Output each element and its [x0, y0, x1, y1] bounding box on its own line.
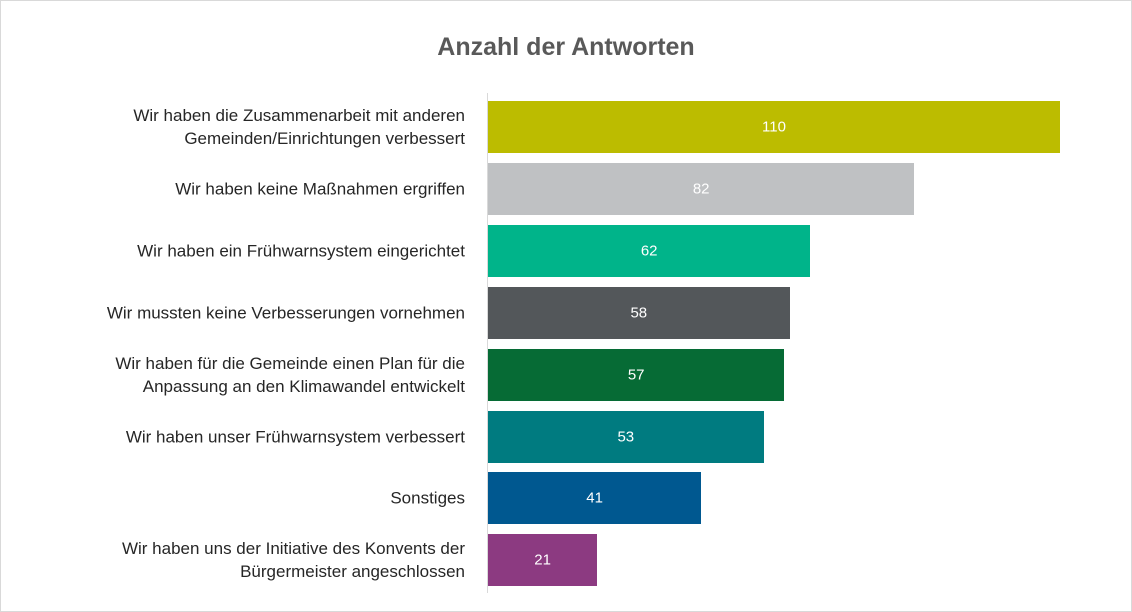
category-label: Wir haben für die Gemeinde einen Plan fü… — [115, 353, 465, 396]
value-label: 53 — [617, 428, 635, 445]
chart-title: Anzahl der Antworten — [437, 33, 695, 61]
bar — [488, 162, 915, 215]
category-label: Wir mussten keine Verbesserungen vornehm… — [106, 303, 465, 323]
bar — [488, 101, 1060, 153]
bar — [488, 348, 785, 401]
category-label: Wir haben die Zusammenarbeit mit anderen… — [133, 106, 465, 148]
category-label: Wir haben uns der Initiative des Konvent… — [121, 539, 465, 582]
bar — [488, 472, 702, 525]
bar — [488, 410, 764, 463]
bar — [488, 286, 790, 339]
axis-line — [487, 93, 488, 593]
value-label: 41 — [586, 489, 603, 507]
bar — [488, 224, 811, 277]
value-label: 58 — [630, 304, 648, 322]
bar — [488, 534, 598, 587]
value-label: 62 — [640, 242, 658, 260]
category-label: Sonstiges — [390, 488, 465, 508]
value-label: 110 — [762, 118, 786, 136]
category-label: Wir haben keine Maßnahmen ergriffen — [175, 179, 465, 199]
value-label: 82 — [692, 180, 710, 198]
value-label: 21 — [534, 551, 551, 569]
category-label: Wir haben ein Frühwarnsystem eingerichte… — [137, 241, 465, 261]
value-label: 57 — [627, 366, 645, 384]
category-label: Wir haben unser Frühwarnsystem verbesser… — [125, 427, 465, 446]
